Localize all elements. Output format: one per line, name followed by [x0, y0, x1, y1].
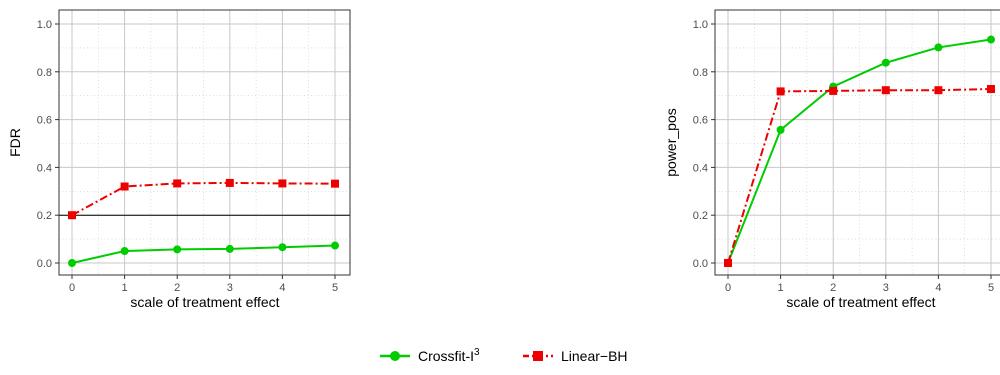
- legend-item-crossfit: Crossfit-I3: [380, 347, 480, 364]
- data-point-linearbh: [68, 211, 76, 220]
- data-point-crossfit: [987, 35, 995, 44]
- legend: Crossfit-I3 Linear−BH: [380, 347, 628, 364]
- panel-border: [58, 9, 351, 276]
- data-point-crossfit: [173, 245, 182, 254]
- data-point-crossfit: [331, 241, 339, 250]
- y-axis-title: FDR: [7, 128, 23, 157]
- data-point-linearbh: [724, 259, 732, 267]
- x-tick-label: 0: [69, 282, 75, 294]
- series-linearbh: [68, 178, 339, 220]
- y-tick-label: 0.0: [693, 258, 708, 270]
- grid: [715, 10, 1000, 275]
- data-point-linearbh: [120, 182, 129, 191]
- data-point-crossfit: [881, 58, 890, 67]
- data-point-linearbh: [934, 86, 943, 95]
- x-tick-label: 1: [778, 282, 784, 294]
- data-point-crossfit: [776, 125, 785, 134]
- series-line-linearbh: [727, 88, 992, 264]
- x-tick-label: 4: [935, 282, 941, 294]
- series-crossfit: [68, 241, 339, 267]
- data-point-linearbh: [987, 85, 995, 94]
- x-tick-label: 1: [122, 282, 128, 294]
- series-line-crossfit: [727, 38, 992, 264]
- x-tick-label: 3: [883, 282, 889, 294]
- y-tick-label: 0.2: [693, 210, 708, 222]
- data-point-crossfit: [68, 259, 76, 267]
- series-line-crossfit: [71, 244, 336, 264]
- data-point-linearbh: [278, 179, 287, 188]
- x-tick-label: 5: [332, 282, 338, 294]
- y-tick-label: 0.4: [693, 162, 708, 174]
- power-panel: 0.0 0.2 0.4 0.6 0.8 1.0 0 1 2 3 4 5 scale of treatme…: [663, 9, 1000, 310]
- data-point-linearbh: [829, 86, 838, 95]
- data-point-linearbh: [776, 87, 785, 96]
- x-tick-label: 3: [227, 282, 233, 294]
- y-tick-label: 0.6: [693, 115, 708, 127]
- data-point-crossfit: [120, 247, 129, 256]
- panel-border: [714, 9, 1000, 276]
- y-tick-label: 0.6: [37, 115, 52, 127]
- data-point-linearbh: [225, 178, 234, 187]
- series-linearbh: [724, 85, 995, 267]
- y-tick-label: 0.8: [693, 67, 708, 79]
- data-point-linearbh: [881, 86, 890, 95]
- grid: [59, 10, 350, 275]
- x-tick-label: 4: [279, 282, 285, 294]
- y-tick-label: 0.8: [37, 67, 52, 79]
- x-tick-label: 0: [725, 282, 731, 294]
- x-axis-title: scale of treatment effect: [130, 294, 279, 310]
- data-point-linearbh: [331, 179, 339, 188]
- fdr-panel: 0.0 0.2 0.4 0.6 0.8 1.0 0 1 2 3 4 5 scale of treatme…: [7, 9, 351, 310]
- data-point-crossfit: [225, 244, 234, 253]
- legend-item-linearbh: Linear−BH: [523, 348, 628, 364]
- y-tick-label: 0.2: [37, 210, 52, 222]
- series-crossfit: [724, 35, 995, 267]
- data-point-crossfit: [934, 43, 943, 52]
- series-line-linearbh: [71, 181, 336, 217]
- y-tick-label: 1.0: [37, 19, 52, 31]
- data-point-linearbh: [173, 179, 182, 188]
- legend-key-marker: [533, 351, 543, 361]
- legend-key-marker: [390, 351, 400, 361]
- data-point-crossfit: [278, 243, 287, 252]
- y-tick-label: 0.4: [37, 162, 52, 174]
- x-tick-label: 5: [988, 282, 994, 294]
- legend-label: Linear−BH: [561, 348, 628, 364]
- y-axis-title: power_pos: [663, 108, 679, 177]
- legend-label: Crossfit-I3: [418, 347, 480, 364]
- x-tick-label: 2: [174, 282, 180, 294]
- y-tick-label: 1.0: [693, 19, 708, 31]
- y-tick-label: 0.0: [37, 258, 52, 270]
- x-tick-label: 2: [830, 282, 836, 294]
- x-axis-title: scale of treatment effect: [786, 294, 935, 310]
